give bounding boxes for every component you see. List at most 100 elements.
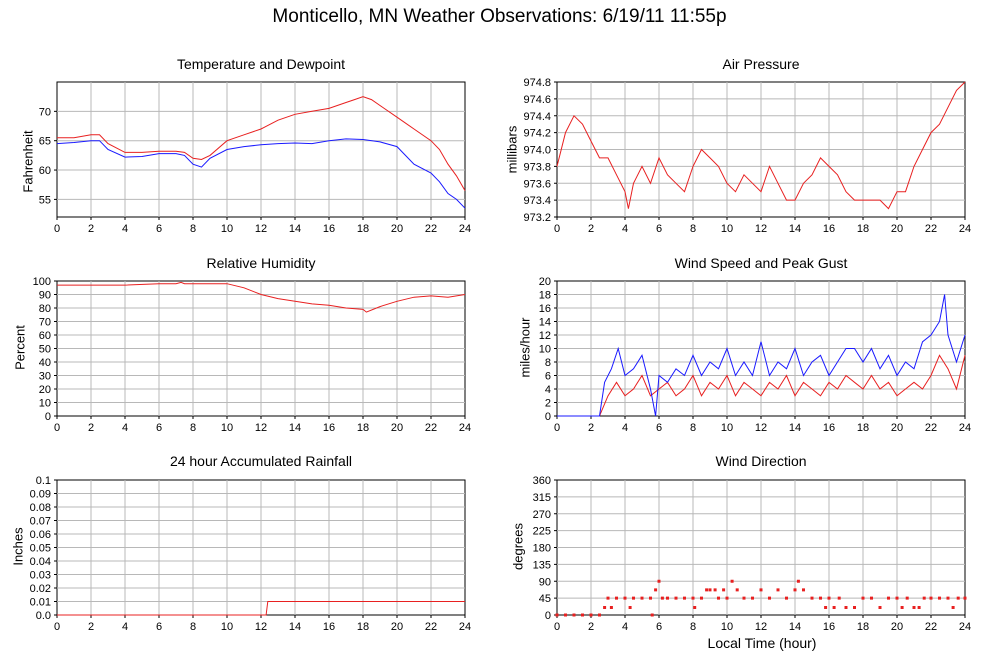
humidity-xtick-label: 6 <box>156 422 162 434</box>
wind-speed-ytick-label: 10 <box>539 344 551 356</box>
rainfall-ytick-label: 0.1 <box>36 475 51 487</box>
temperature-xtick-label: 10 <box>221 223 233 235</box>
wind-direction-xtick-label: 8 <box>690 621 696 633</box>
wind-speed-xtick-label: 14 <box>789 422 801 434</box>
wind-direction-ytick-label: 0 <box>545 610 551 622</box>
wind-direction-point <box>713 588 717 592</box>
rainfall-ytick-label: 0.01 <box>30 597 51 609</box>
pressure-ytick-label: 973.4 <box>523 195 551 207</box>
wind-direction-xtick-label: 14 <box>789 621 801 633</box>
wind-speed-xtick-label: 0 <box>554 422 560 434</box>
wind-speed-series-0-line <box>557 354 966 417</box>
wind-direction-point <box>917 606 921 609</box>
wind-direction-ytick-label: 45 <box>539 593 551 605</box>
wind-direction-point <box>735 588 739 592</box>
wind-direction-point <box>929 596 933 600</box>
pressure-xtick-label: 22 <box>925 223 937 235</box>
temperature-ytick-label: 55 <box>39 194 51 206</box>
wind-speed-series-1-line <box>557 294 966 417</box>
wind-direction-point <box>666 596 669 600</box>
humidity-ytick-label: 40 <box>39 357 51 369</box>
wind-direction-point <box>819 596 822 600</box>
pressure-xtick-label: 12 <box>755 223 767 235</box>
rainfall-xtick-label: 8 <box>190 621 196 633</box>
pressure-xtick-label: 18 <box>857 223 869 235</box>
humidity-ytick-label: 50 <box>39 344 51 356</box>
wind-speed-ytick-label: 18 <box>539 290 551 302</box>
chart-title-humidity: Relative Humidity <box>206 255 316 271</box>
humidity-ytick-label: 100 <box>33 276 51 288</box>
wind-direction-point <box>609 606 613 609</box>
temperature-xtick-label: 14 <box>289 223 301 235</box>
temperature-ytick-label: 60 <box>39 165 51 177</box>
chart-title-wind-speed: Wind Speed and Peak Gust <box>674 255 848 271</box>
wind-speed-xtick-label: 4 <box>622 422 628 434</box>
wind-direction-point <box>824 606 828 609</box>
pressure-xtick-label: 6 <box>656 223 662 235</box>
rainfall-xtick-label: 22 <box>425 621 437 633</box>
rainfall-ytick-label: 0.05 <box>30 543 51 555</box>
wind-direction-point <box>722 588 726 592</box>
wind-direction-point <box>837 596 841 600</box>
wind-speed-ytick-label: 16 <box>539 303 551 315</box>
wind-direction-point <box>598 613 601 617</box>
wind-direction-point <box>623 596 627 600</box>
pressure-ytick-label: 973.6 <box>523 178 551 190</box>
temperature-xtick-label: 6 <box>156 223 162 235</box>
humidity-ytick-label: 30 <box>39 371 51 383</box>
wind-direction-point <box>717 596 720 600</box>
humidity-xtick-label: 10 <box>221 422 233 434</box>
pressure-xtick-label: 16 <box>823 223 835 235</box>
wind-speed-ytick-label: 12 <box>539 330 551 342</box>
chart-title-temperature: Temperature and Dewpoint <box>176 56 346 72</box>
pressure-xtick-label: 8 <box>690 223 696 235</box>
humidity-ytick-label: 0 <box>45 411 51 423</box>
rainfall-ytick-label: 0.04 <box>30 556 51 568</box>
wind-direction-point <box>810 596 814 600</box>
pressure-xtick-label: 20 <box>891 223 903 235</box>
temperature-xtick-label: 16 <box>323 223 335 235</box>
pressure-series-0-line <box>556 81 966 210</box>
rainfall-ytick-label: 0.09 <box>30 489 51 501</box>
wind-direction-point <box>759 588 763 592</box>
x-axis-label: Local Time (hour) <box>707 635 817 651</box>
wind-direction-point <box>922 596 926 600</box>
wind-direction-ytick-label: 270 <box>533 509 551 521</box>
rainfall-xtick-label: 14 <box>289 621 301 633</box>
temperature-series-0-line <box>57 96 466 191</box>
wind-direction-point <box>693 606 697 609</box>
rainfall-ytick-label: 0.07 <box>30 516 51 528</box>
pressure-ytick-label: 974.6 <box>523 94 551 106</box>
wind-direction-point <box>751 596 754 600</box>
humidity-ytick-label: 90 <box>39 290 51 302</box>
rainfall-xtick-label: 18 <box>357 621 369 633</box>
wind-direction-point <box>654 588 658 592</box>
rainfall-ytick-label: 0.03 <box>30 570 51 582</box>
wind-direction-point <box>657 579 661 583</box>
wind-direction-point <box>572 613 576 617</box>
wind-direction-xtick-label: 0 <box>554 621 560 633</box>
wind-speed-xtick-label: 8 <box>690 422 696 434</box>
wind-direction-point <box>725 596 729 600</box>
rainfall-xtick-label: 20 <box>391 621 403 633</box>
page-title: Monticello, MN Weather Observations: 6/1… <box>272 6 727 27</box>
wind-direction-point <box>887 596 890 600</box>
temperature-xtick-label: 24 <box>459 223 471 235</box>
wind-direction-point <box>650 613 654 617</box>
humidity-xtick-label: 14 <box>289 422 301 434</box>
wind-direction-point <box>878 606 882 609</box>
chart-title-wind-direction: Wind Direction <box>715 453 807 469</box>
humidity-xtick-label: 18 <box>357 422 369 434</box>
wind-direction-point <box>700 596 703 600</box>
rainfall-xtick-label: 24 <box>459 621 471 633</box>
wind-direction-point <box>581 613 584 617</box>
pressure-ytick-label: 973.8 <box>523 161 551 173</box>
wind-speed-ytick-label: 4 <box>545 384 551 396</box>
wind-direction-point <box>674 596 678 600</box>
wind-direction-ytick-label: 360 <box>533 475 551 487</box>
wind-speed-xtick-label: 12 <box>755 422 767 434</box>
humidity-ytick-label: 70 <box>39 317 51 329</box>
humidity-series-0-line <box>57 281 466 313</box>
wind-direction-xtick-label: 24 <box>959 621 971 633</box>
rainfall-ytick-label: 0.08 <box>30 502 51 514</box>
